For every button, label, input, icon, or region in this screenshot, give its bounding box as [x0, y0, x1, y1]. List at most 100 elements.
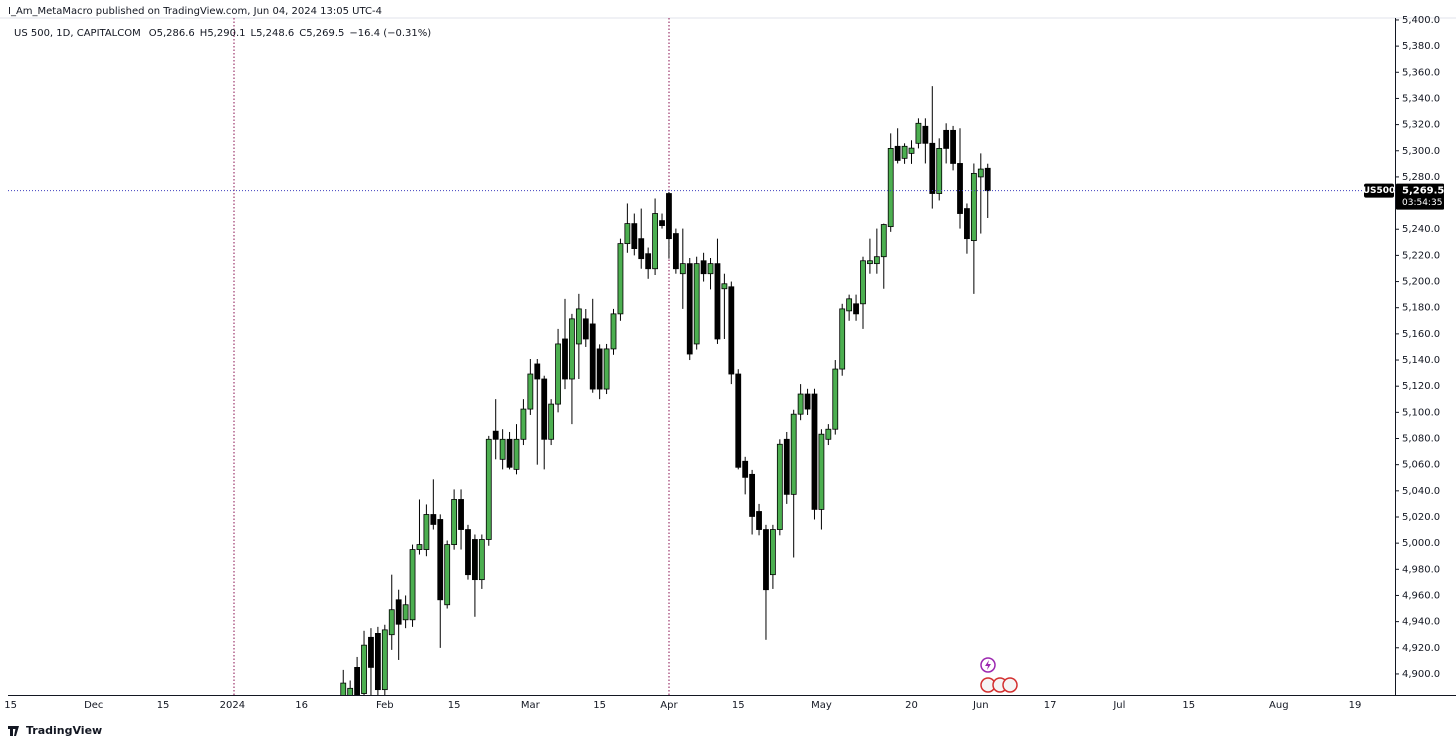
candle-body	[575, 308, 582, 345]
candle-body	[873, 256, 880, 265]
candle-body	[735, 373, 742, 468]
candle-body	[804, 393, 811, 410]
y-tick-label: 5,100.0	[1402, 407, 1440, 418]
y-tick-label: 4,960.0	[1402, 590, 1440, 601]
info-item: L5,248.6	[251, 28, 295, 39]
candle-body	[977, 168, 984, 178]
y-tick-label: 5,380.0	[1402, 41, 1440, 52]
candle-body	[783, 438, 790, 495]
candle-body	[589, 323, 596, 390]
candle-body	[610, 313, 617, 350]
candle-body	[721, 283, 728, 290]
brand-name: TradingView	[26, 724, 102, 737]
x-tick-label: 19	[1349, 700, 1362, 711]
x-tick-label: 15	[593, 700, 606, 711]
candle-body	[846, 298, 853, 312]
candle-body	[458, 499, 464, 530]
candle-body	[451, 499, 458, 545]
candle-body	[714, 263, 721, 340]
candle-body	[867, 260, 873, 265]
y-tick-label: 5,280.0	[1402, 172, 1440, 183]
candle-body	[825, 428, 832, 440]
candle-body	[666, 193, 672, 240]
candle-body	[790, 413, 797, 495]
candle-body	[659, 220, 665, 226]
candle-body	[513, 438, 520, 470]
candle-body	[832, 368, 839, 430]
plot-area	[340, 86, 991, 695]
symbol-badge-label: US500	[1363, 186, 1396, 196]
candle-body	[478, 539, 485, 581]
candle-body	[672, 233, 679, 270]
candle-body	[361, 644, 367, 694]
candle-body	[617, 243, 624, 315]
y-tick-label: 4,940.0	[1402, 617, 1440, 628]
candle-body	[506, 438, 513, 468]
event-icon-glyph	[985, 660, 991, 670]
x-tick-label: Feb	[376, 700, 394, 711]
candle-body	[562, 338, 568, 380]
x-tick-label: Jul	[1112, 700, 1125, 711]
x-tick-label: 15	[1182, 700, 1195, 711]
candle-body	[915, 122, 922, 144]
candle-body	[922, 125, 929, 144]
y-tick-label: 5,340.0	[1402, 93, 1440, 104]
candle-body	[811, 393, 818, 510]
candle-body	[354, 667, 361, 695]
event-icon[interactable]	[1002, 677, 1018, 693]
candle-body	[492, 430, 499, 440]
candle-body	[700, 260, 707, 275]
price-badge-value: 5,269.5	[1402, 186, 1444, 197]
symbol-info-text: US 500, 1D, CAPITALCOM O5,286.6 H5,290.1 L5…	[14, 28, 431, 39]
candle-body	[340, 682, 347, 695]
y-tick-label: 5,060.0	[1402, 460, 1440, 471]
y-tick-label: 5,200.0	[1402, 277, 1440, 288]
y-tick-label: 5,140.0	[1402, 355, 1440, 366]
y-tick-label: 4,980.0	[1402, 564, 1440, 575]
candle-body	[853, 303, 859, 315]
event-icons	[980, 657, 1018, 693]
price-badge-countdown: 03:54:35	[1402, 198, 1442, 208]
candle-body	[555, 343, 561, 405]
candle-body	[624, 223, 631, 245]
x-tick-label: 15	[157, 700, 170, 711]
y-tick-label: 5,300.0	[1402, 146, 1440, 157]
candle-body	[596, 348, 603, 390]
x-tick-label: Aug	[1269, 700, 1289, 711]
candle-body	[763, 529, 769, 591]
y-tick-label: 5,000.0	[1402, 538, 1440, 549]
y-tick-label: 5,320.0	[1402, 120, 1440, 131]
candle-body	[388, 609, 395, 636]
brand-logo	[8, 726, 19, 736]
y-tick-label: 5,220.0	[1402, 250, 1440, 261]
info-item: H5,290.1	[200, 28, 246, 39]
candle-body	[770, 529, 776, 576]
candle-body	[541, 378, 548, 440]
candle-body	[534, 363, 541, 380]
price-badge	[1396, 183, 1444, 210]
y-tick-label: 4,900.0	[1402, 669, 1440, 680]
candle-body	[374, 632, 381, 691]
y-tick-label: 5,360.0	[1402, 67, 1440, 78]
candle-body	[485, 438, 492, 540]
candle-body	[409, 549, 416, 621]
y-tick-label: 5,040.0	[1402, 486, 1440, 497]
candle-body	[679, 263, 686, 275]
x-tick-label: 16	[295, 700, 308, 711]
publisher-line: I_Am_MetaMacro published on TradingView.…	[8, 6, 382, 17]
candle-body	[818, 433, 825, 510]
candle-body	[707, 263, 714, 275]
candle-body	[860, 260, 866, 305]
symbol-badge	[1364, 183, 1394, 198]
candle-body	[430, 514, 437, 525]
candle-body	[548, 403, 555, 440]
candle-body	[402, 604, 409, 621]
candle-body	[437, 519, 444, 601]
symbol-info: US 500, 1D, CAPITALCOM O5,286.6 H5,290.1 L5…	[14, 28, 431, 39]
candle-body	[423, 514, 430, 550]
candle-body	[652, 213, 658, 270]
candle-body	[957, 163, 963, 214]
candle-body	[638, 238, 645, 260]
